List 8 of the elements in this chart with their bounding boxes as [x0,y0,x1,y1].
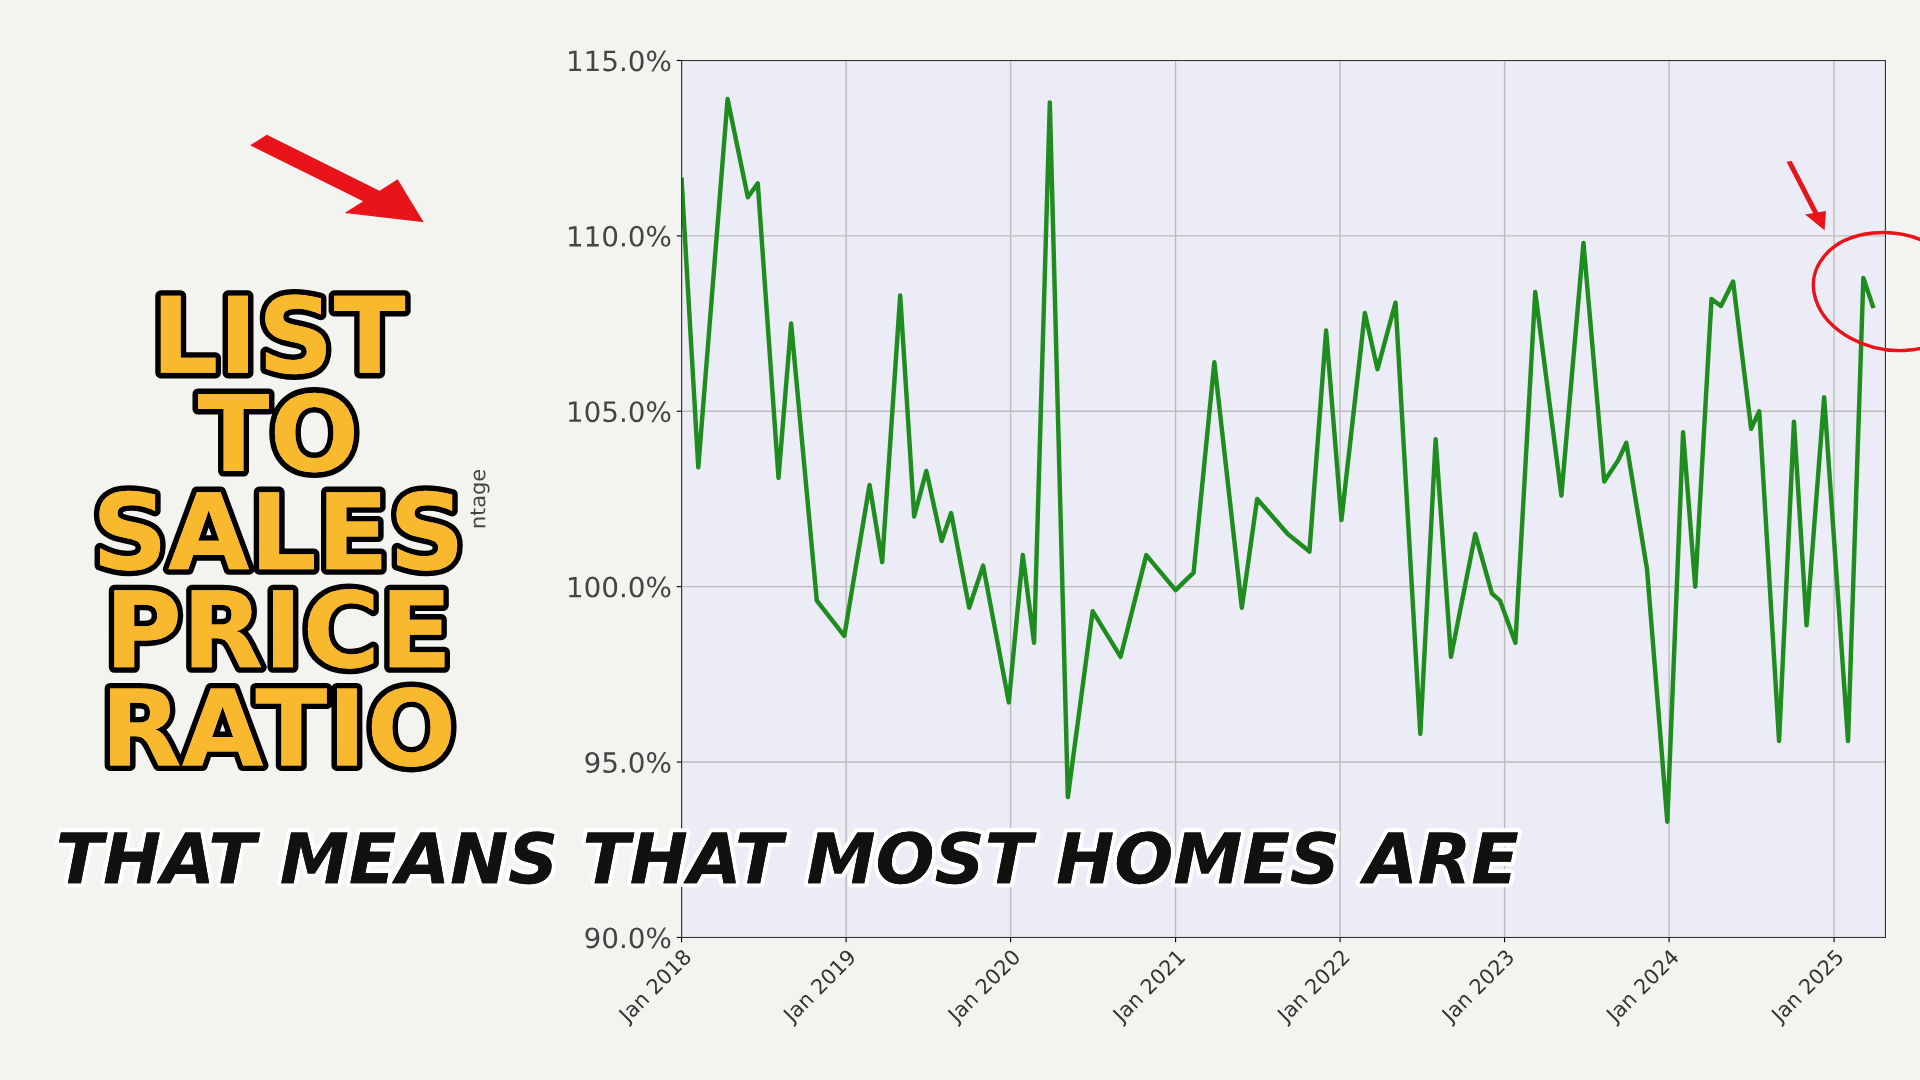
y-tick-label: 115.0% [569,50,671,72]
y-tick-label: 95.0% [585,751,671,773]
y-axis-title: ntage [470,469,490,528]
line-series [681,96,1876,824]
y-tick-label: 100.0% [569,576,671,598]
y-tick-label: 105.0% [569,401,671,423]
y-tick-label: 110.0% [569,225,671,247]
y-tick-label: 90.0% [585,927,671,949]
